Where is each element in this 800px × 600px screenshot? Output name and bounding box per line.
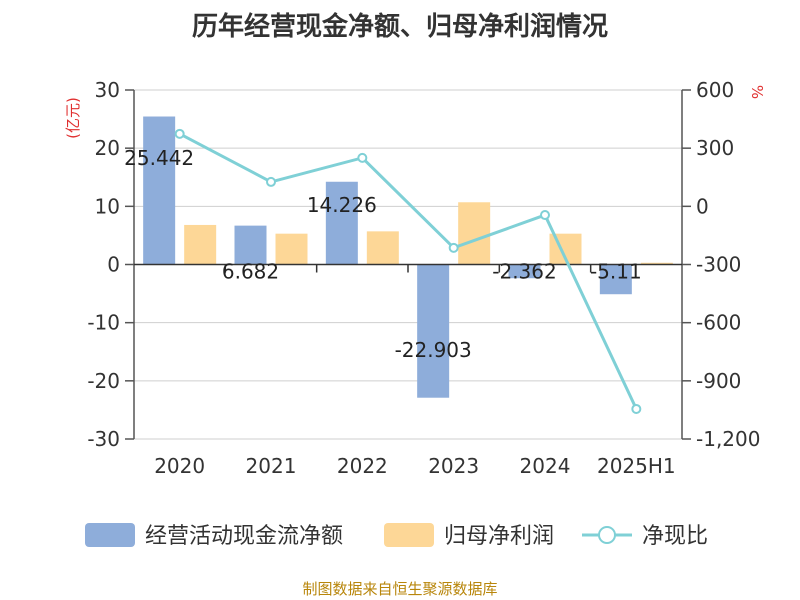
legend-label-cashflow: 经营活动现金流净额: [145, 524, 343, 549]
ratio-point: [174, 128, 185, 139]
right-axis-title: %: [748, 85, 766, 99]
x-tick-label: 2024: [520, 454, 571, 478]
legend-marker-ratio: [598, 526, 616, 544]
right-tick-label: 300: [696, 136, 734, 160]
left-tick-label: 0: [107, 253, 120, 277]
left-tick-label: -20: [87, 369, 120, 393]
left-axis-title: (亿元): [64, 97, 82, 139]
bar-group: [143, 116, 673, 398]
cashflow-bar: [417, 264, 450, 398]
right-tick-label: 0: [696, 194, 709, 218]
left-tick-label: 10: [95, 194, 120, 218]
left-tick-label: -30: [87, 427, 120, 451]
net-profit-bar: [458, 202, 491, 265]
cashflow-data-label: -5.11: [590, 260, 642, 284]
cashflow-bar: [143, 116, 176, 265]
cashflow-data-label: 25.442: [124, 146, 194, 170]
cashflow-bar: [599, 264, 632, 295]
axes: 30 20 10 0 -10 -20 -30 600 300 0 -300 -600 -900 -1,20…: [64, 78, 766, 478]
ratio-point: [266, 176, 276, 187]
right-tick-label: -900: [696, 369, 741, 393]
cashflow-data-label: 14.226: [307, 193, 377, 217]
ratio-point: [540, 210, 550, 221]
data-labels: 25.442 6.682 14.226 -22.903 -2.362 -5.11: [124, 146, 642, 362]
x-tick-label: 2025H1: [597, 454, 676, 478]
source-note: 制图数据来自恒生聚源数据库: [302, 580, 498, 598]
cashflow-data-label: 6.682: [222, 260, 279, 284]
net-profit-bar: [184, 224, 217, 265]
net-profit-bar: [366, 231, 399, 265]
x-tick-label: 2021: [246, 454, 297, 478]
legend-swatch-cashflow: [85, 523, 135, 547]
ratio-line: [178, 132, 638, 410]
legend: 经营活动现金流净额 归母净利润 净现比: [85, 523, 708, 549]
cashflow-data-label: -2.362: [492, 260, 556, 284]
cashflow-bar: [234, 225, 267, 265]
legend-label-ratio: 净现比: [642, 524, 708, 549]
left-tick-label: 20: [95, 136, 120, 160]
cashflow-bar: [325, 181, 358, 265]
cashflow-bar: [508, 264, 541, 279]
ratio-point: [631, 403, 642, 414]
ratio-point: [357, 152, 368, 163]
left-tick-label: -10: [87, 311, 120, 335]
right-tick-label: -1,200: [696, 427, 760, 451]
x-tick-label: 2020: [154, 454, 205, 478]
cashflow-data-label: -22.903: [395, 338, 472, 362]
right-tick-label: 600: [696, 78, 734, 102]
ratio-line-group: [174, 128, 642, 414]
x-tick-label: 2022: [337, 454, 388, 478]
legend-swatch-profit: [384, 523, 434, 547]
x-tick-label: 2023: [428, 454, 479, 478]
left-tick-label: 30: [95, 78, 120, 102]
right-tick-label: -600: [696, 311, 741, 335]
net-profit-bar: [640, 262, 673, 265]
net-profit-bar: [275, 233, 308, 265]
legend-label-profit: 归母净利润: [444, 524, 554, 549]
ratio-point: [448, 242, 459, 253]
right-tick-label: -300: [696, 253, 741, 277]
chart-title: 历年经营现金净额、归母净利润情况: [191, 12, 608, 42]
